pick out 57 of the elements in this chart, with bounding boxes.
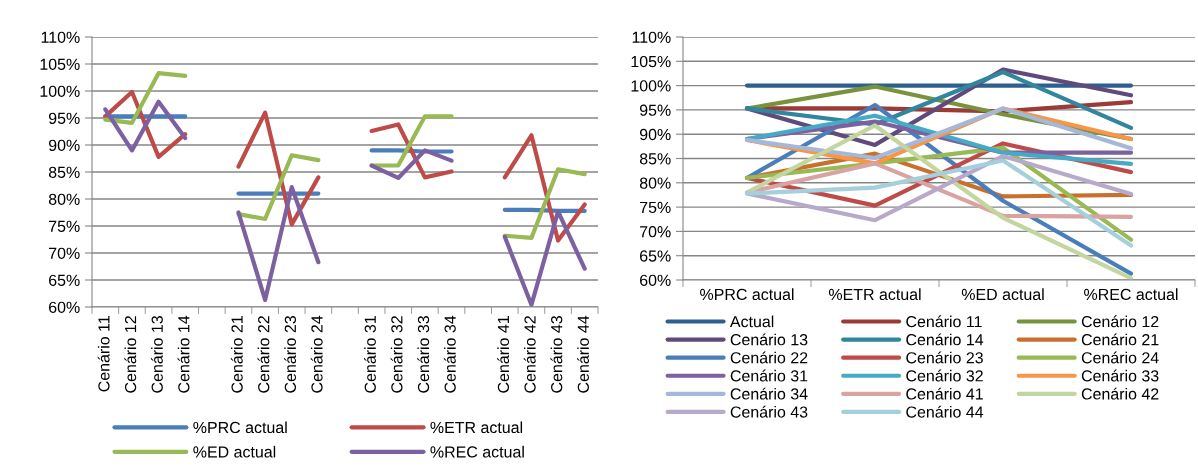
x-tick-label: Cenário 34 xyxy=(443,315,456,393)
legend-label: Cenário 14 xyxy=(906,333,984,346)
legend-label: Cenário 31 xyxy=(730,369,808,382)
legend-label: Cenário 33 xyxy=(1081,369,1159,382)
legend-label: Cenário 44 xyxy=(906,405,984,418)
y-tick-label: 95% xyxy=(48,112,80,124)
y-tick-label: 100% xyxy=(40,85,80,97)
x-tick-label: %PRC actual xyxy=(700,288,794,301)
legend-label: %REC actual xyxy=(430,445,524,458)
line-series xyxy=(744,153,1134,223)
y-tick-label: 75% xyxy=(640,201,671,214)
y-tick-label: 90% xyxy=(639,128,671,141)
y-tick-label: 65% xyxy=(640,250,671,262)
x-tick-label: Cenário 43 xyxy=(550,316,563,393)
y-tick-label: 80% xyxy=(48,193,80,205)
y-tick-label: 70% xyxy=(49,247,80,259)
x-tick-label: Cenário 12 xyxy=(124,316,137,393)
y-tick-label: 65% xyxy=(49,274,80,286)
x-tick-label: Cenário 44 xyxy=(577,315,589,393)
y-tick-label: 110% xyxy=(632,31,671,43)
x-tick-label: %ETR actual xyxy=(828,288,921,301)
legend-label: %PRC actual xyxy=(193,421,287,434)
legend-label: Cenário 13 xyxy=(730,333,808,346)
x-tick-label: Cenário 32 xyxy=(390,316,403,393)
y-tick-label: 70% xyxy=(640,226,671,238)
line-series xyxy=(744,158,1134,248)
y-tick-label: 100% xyxy=(631,80,671,92)
y-tick-label: 90% xyxy=(48,139,80,151)
legend-label: %ED actual xyxy=(193,445,276,458)
x-tick-label: Cenário 41 xyxy=(497,316,510,393)
y-tick-label: 60% xyxy=(49,301,80,313)
x-tick-label: Cenário 23 xyxy=(284,316,297,393)
legend-label: Actual xyxy=(729,315,774,328)
legend-label: Cenário 32 xyxy=(906,369,983,382)
y-tick-label: 75% xyxy=(49,220,80,232)
x-tick-label: Cenário 31 xyxy=(364,316,376,393)
y-tick-label: 105% xyxy=(631,55,671,68)
y-tick-label: 95% xyxy=(639,104,671,116)
y-tick-label: 60% xyxy=(640,274,671,286)
y-tick-label: 110% xyxy=(41,31,80,43)
legend-label: %ETR actual xyxy=(430,421,523,434)
x-tick-label: Cenário 24 xyxy=(310,315,323,393)
x-tick-label: %ED actual xyxy=(961,288,1044,301)
x-tick-label: Cenário 13 xyxy=(150,316,163,393)
x-tick-label: Cenário 33 xyxy=(417,316,430,393)
legend-label: Cenário 43 xyxy=(730,405,808,418)
x-tick-label: Cenário 11 xyxy=(97,316,110,392)
x-tick-label: Cenário 42 xyxy=(523,316,536,393)
x-tick-label: %REC actual xyxy=(1084,288,1178,301)
legend-label: Cenário 21 xyxy=(1081,333,1159,346)
y-tick-label: 85% xyxy=(48,166,80,178)
y-tick-label: 85% xyxy=(639,153,671,165)
x-tick-label: Cenário 21 xyxy=(230,316,243,393)
y-tick-label: 105% xyxy=(40,58,80,70)
y-tick-label: 80% xyxy=(639,177,671,189)
x-tick-label: Cenário 22 xyxy=(257,316,270,393)
x-tick-label: Cenário 14 xyxy=(177,315,190,393)
